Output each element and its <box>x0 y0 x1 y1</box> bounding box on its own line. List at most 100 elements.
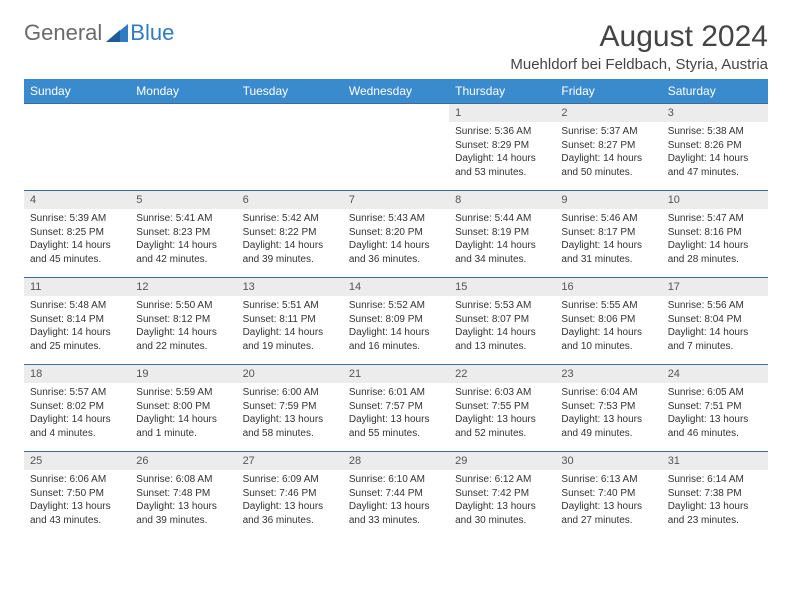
day-line: Daylight: 13 hours and 43 minutes. <box>30 500 124 527</box>
day-line: Sunset: 8:14 PM <box>30 313 124 327</box>
day-line: Sunrise: 5:36 AM <box>455 125 549 139</box>
calendar-week-row: 18Sunrise: 5:57 AMSunset: 8:02 PMDayligh… <box>24 365 768 452</box>
calendar-day-cell <box>24 104 130 191</box>
day-line: Sunset: 7:42 PM <box>455 487 549 501</box>
day-number: 11 <box>24 278 130 296</box>
calendar-day-cell: 21Sunrise: 6:01 AMSunset: 7:57 PMDayligh… <box>343 365 449 452</box>
day-body: Sunrise: 5:37 AMSunset: 8:27 PMDaylight:… <box>555 122 661 183</box>
calendar-week-row: 11Sunrise: 5:48 AMSunset: 8:14 PMDayligh… <box>24 278 768 365</box>
day-line: Sunset: 8:12 PM <box>136 313 230 327</box>
day-number: 29 <box>449 452 555 470</box>
day-number: 26 <box>130 452 236 470</box>
calendar-day-cell: 20Sunrise: 6:00 AMSunset: 7:59 PMDayligh… <box>237 365 343 452</box>
day-body: Sunrise: 6:04 AMSunset: 7:53 PMDaylight:… <box>555 383 661 444</box>
day-line: Sunset: 8:09 PM <box>349 313 443 327</box>
day-line: Sunrise: 6:13 AM <box>561 473 655 487</box>
day-body: Sunrise: 5:46 AMSunset: 8:17 PMDaylight:… <box>555 209 661 270</box>
day-number: 23 <box>555 365 661 383</box>
day-line: Sunrise: 5:42 AM <box>243 212 337 226</box>
calendar-day-cell: 27Sunrise: 6:09 AMSunset: 7:46 PMDayligh… <box>237 452 343 539</box>
day-line: Sunset: 8:07 PM <box>455 313 549 327</box>
day-line: Sunrise: 5:55 AM <box>561 299 655 313</box>
day-line: Daylight: 13 hours and 52 minutes. <box>455 413 549 440</box>
day-line: Daylight: 13 hours and 23 minutes. <box>668 500 762 527</box>
day-line: Sunset: 7:44 PM <box>349 487 443 501</box>
day-number: 10 <box>662 191 768 209</box>
weekday-header: Thursday <box>449 79 555 104</box>
day-body: Sunrise: 5:51 AMSunset: 8:11 PMDaylight:… <box>237 296 343 357</box>
day-line: Sunrise: 6:14 AM <box>668 473 762 487</box>
day-number: 12 <box>130 278 236 296</box>
day-line: Daylight: 13 hours and 39 minutes. <box>136 500 230 527</box>
calendar-table: Sunday Monday Tuesday Wednesday Thursday… <box>24 79 768 538</box>
weekday-header: Tuesday <box>237 79 343 104</box>
day-line: Sunrise: 5:38 AM <box>668 125 762 139</box>
day-number: 6 <box>237 191 343 209</box>
day-line: Daylight: 13 hours and 46 minutes. <box>668 413 762 440</box>
calendar-week-row: 1Sunrise: 5:36 AMSunset: 8:29 PMDaylight… <box>24 104 768 191</box>
day-body: Sunrise: 5:50 AMSunset: 8:12 PMDaylight:… <box>130 296 236 357</box>
day-line: Sunset: 8:20 PM <box>349 226 443 240</box>
day-line: Sunset: 8:04 PM <box>668 313 762 327</box>
brand-part1: General <box>24 20 102 46</box>
calendar-day-cell <box>237 104 343 191</box>
day-line: Daylight: 14 hours and 22 minutes. <box>136 326 230 353</box>
day-number: 5 <box>130 191 236 209</box>
day-line: Daylight: 14 hours and 34 minutes. <box>455 239 549 266</box>
day-line: Sunset: 8:16 PM <box>668 226 762 240</box>
day-line: Sunrise: 5:39 AM <box>30 212 124 226</box>
day-line: Sunrise: 6:01 AM <box>349 386 443 400</box>
day-number: 8 <box>449 191 555 209</box>
day-line: Daylight: 14 hours and 53 minutes. <box>455 152 549 179</box>
day-line: Sunrise: 5:53 AM <box>455 299 549 313</box>
day-line: Daylight: 13 hours and 30 minutes. <box>455 500 549 527</box>
day-number: 13 <box>237 278 343 296</box>
calendar-day-cell: 31Sunrise: 6:14 AMSunset: 7:38 PMDayligh… <box>662 452 768 539</box>
day-body: Sunrise: 6:08 AMSunset: 7:48 PMDaylight:… <box>130 470 236 531</box>
day-line: Sunrise: 6:08 AM <box>136 473 230 487</box>
day-body: Sunrise: 5:53 AMSunset: 8:07 PMDaylight:… <box>449 296 555 357</box>
day-line: Sunset: 8:27 PM <box>561 139 655 153</box>
day-line: Sunrise: 5:37 AM <box>561 125 655 139</box>
calendar-day-cell: 15Sunrise: 5:53 AMSunset: 8:07 PMDayligh… <box>449 278 555 365</box>
day-line: Sunset: 8:26 PM <box>668 139 762 153</box>
day-line: Daylight: 14 hours and 7 minutes. <box>668 326 762 353</box>
calendar-day-cell: 4Sunrise: 5:39 AMSunset: 8:25 PMDaylight… <box>24 191 130 278</box>
day-body: Sunrise: 5:36 AMSunset: 8:29 PMDaylight:… <box>449 122 555 183</box>
day-line: Sunrise: 6:12 AM <box>455 473 549 487</box>
calendar-day-cell: 10Sunrise: 5:47 AMSunset: 8:16 PMDayligh… <box>662 191 768 278</box>
day-line: Daylight: 13 hours and 27 minutes. <box>561 500 655 527</box>
brand-logo: General Blue <box>24 20 174 46</box>
day-line: Sunrise: 6:05 AM <box>668 386 762 400</box>
day-number: 22 <box>449 365 555 383</box>
day-line: Sunset: 8:00 PM <box>136 400 230 414</box>
calendar-day-cell: 23Sunrise: 6:04 AMSunset: 7:53 PMDayligh… <box>555 365 661 452</box>
day-line: Sunrise: 6:10 AM <box>349 473 443 487</box>
calendar-day-cell: 24Sunrise: 6:05 AMSunset: 7:51 PMDayligh… <box>662 365 768 452</box>
day-number: 30 <box>555 452 661 470</box>
day-line: Sunrise: 5:50 AM <box>136 299 230 313</box>
header-bar: General Blue August 2024 Muehldorf bei F… <box>24 20 768 73</box>
day-number: 25 <box>24 452 130 470</box>
day-body: Sunrise: 6:09 AMSunset: 7:46 PMDaylight:… <box>237 470 343 531</box>
calendar-day-cell: 5Sunrise: 5:41 AMSunset: 8:23 PMDaylight… <box>130 191 236 278</box>
day-line: Sunset: 8:23 PM <box>136 226 230 240</box>
day-body: Sunrise: 6:10 AMSunset: 7:44 PMDaylight:… <box>343 470 449 531</box>
day-body: Sunrise: 5:57 AMSunset: 8:02 PMDaylight:… <box>24 383 130 444</box>
calendar-day-cell: 6Sunrise: 5:42 AMSunset: 8:22 PMDaylight… <box>237 191 343 278</box>
day-number: 1 <box>449 104 555 122</box>
day-body: Sunrise: 6:14 AMSunset: 7:38 PMDaylight:… <box>662 470 768 531</box>
day-number: 7 <box>343 191 449 209</box>
day-number: 28 <box>343 452 449 470</box>
day-number: 3 <box>662 104 768 122</box>
day-line: Sunset: 8:02 PM <box>30 400 124 414</box>
day-line: Sunset: 7:38 PM <box>668 487 762 501</box>
day-line: Sunrise: 6:09 AM <box>243 473 337 487</box>
day-line: Daylight: 14 hours and 16 minutes. <box>349 326 443 353</box>
day-line: Daylight: 14 hours and 45 minutes. <box>30 239 124 266</box>
brand-part2: Blue <box>130 20 174 46</box>
day-line: Sunrise: 6:03 AM <box>455 386 549 400</box>
calendar-day-cell: 18Sunrise: 5:57 AMSunset: 8:02 PMDayligh… <box>24 365 130 452</box>
day-line: Daylight: 13 hours and 55 minutes. <box>349 413 443 440</box>
day-line: Sunrise: 5:52 AM <box>349 299 443 313</box>
